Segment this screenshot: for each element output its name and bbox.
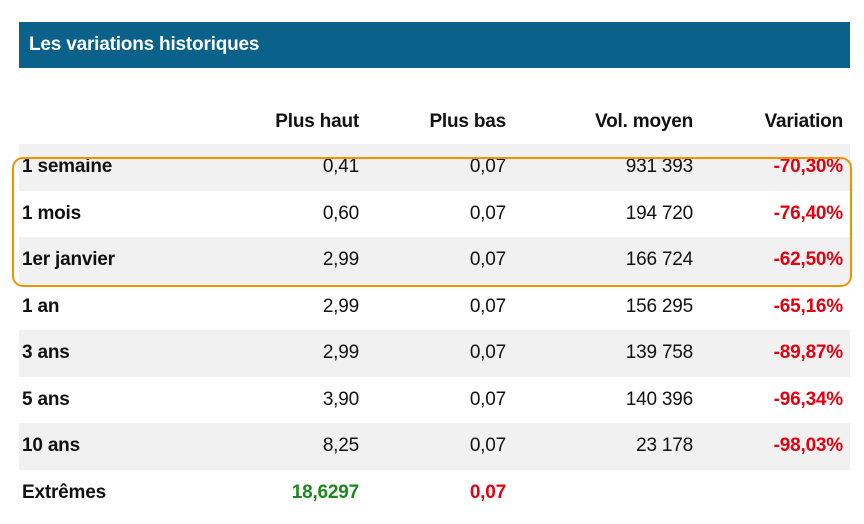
historical-variations-panel: Les variations historiques Plus haut Plu… (12, 22, 852, 517)
row-variation: -98,03% (773, 435, 844, 457)
row-period: 1 an (22, 295, 60, 317)
row-variation: -89,87% (773, 342, 844, 364)
row-low: 0,07 (469, 342, 506, 364)
header-period (19, 120, 209, 122)
row-low: 0,07 (469, 481, 506, 503)
table-row: 1 mois 0,60 0,07 194 720 -76,40% (19, 191, 850, 238)
row-high: 2,99 (322, 342, 359, 364)
row-volume: 156 295 (625, 295, 693, 317)
row-volume: 194 720 (625, 202, 693, 224)
row-variation: -65,16% (773, 295, 844, 317)
panel-title: Les variations historiques (19, 22, 850, 68)
table-row-extremes: Extrêmes 18,6297 0,07 (19, 470, 850, 517)
row-low: 0,07 (469, 156, 506, 178)
table-header-row: Plus haut Plus bas Vol. moyen Variation (19, 98, 850, 144)
row-high: 2,99 (322, 295, 359, 317)
row-high: 0,41 (322, 156, 359, 178)
header-low: Plus bas (429, 111, 506, 132)
row-volume: 139 758 (625, 342, 693, 364)
header-volume: Vol. moyen (595, 111, 693, 132)
row-high: 8,25 (322, 435, 359, 457)
row-period: Extrêmes (22, 481, 106, 503)
row-period: 1 mois (22, 202, 81, 224)
row-high: 18,6297 (291, 481, 359, 503)
variations-table: Plus haut Plus bas Vol. moyen Variation … (12, 98, 852, 517)
row-low: 0,07 (469, 202, 506, 224)
row-high: 0,60 (322, 202, 359, 224)
row-high: 2,99 (322, 249, 359, 271)
row-volume: 931 393 (625, 156, 693, 178)
table-row: 3 ans 2,99 0,07 139 758 -89,87% (19, 330, 850, 377)
row-volume: 23 178 (636, 435, 693, 457)
row-period: 10 ans (22, 435, 80, 457)
row-low: 0,07 (469, 435, 506, 457)
row-variation: -76,40% (773, 202, 844, 224)
row-period: 1 semaine (22, 156, 113, 178)
row-low: 0,07 (469, 295, 506, 317)
table-row: 1 semaine 0,41 0,07 931 393 -70,30% (19, 144, 850, 191)
row-variation: -70,30% (773, 156, 844, 178)
row-period: 1er janvier (22, 249, 115, 271)
row-volume: 166 724 (625, 249, 693, 271)
row-volume: 140 396 (625, 388, 693, 410)
header-variation: Variation (764, 111, 844, 132)
table-row: 1er janvier 2,99 0,07 166 724 -62,50% (19, 237, 850, 284)
header-high: Plus haut (275, 111, 359, 132)
row-variation: -62,50% (773, 249, 844, 271)
row-low: 0,07 (469, 249, 506, 271)
row-period: 3 ans (22, 342, 70, 364)
table-row: 1 an 2,99 0,07 156 295 -65,16% (19, 284, 850, 331)
table-row: 10 ans 8,25 0,07 23 178 -98,03% (19, 423, 850, 470)
table-row: 5 ans 3,90 0,07 140 396 -96,34% (19, 377, 850, 424)
row-variation: -96,34% (773, 388, 844, 410)
row-high: 3,90 (322, 388, 359, 410)
row-low: 0,07 (469, 388, 506, 410)
row-period: 5 ans (22, 388, 70, 410)
